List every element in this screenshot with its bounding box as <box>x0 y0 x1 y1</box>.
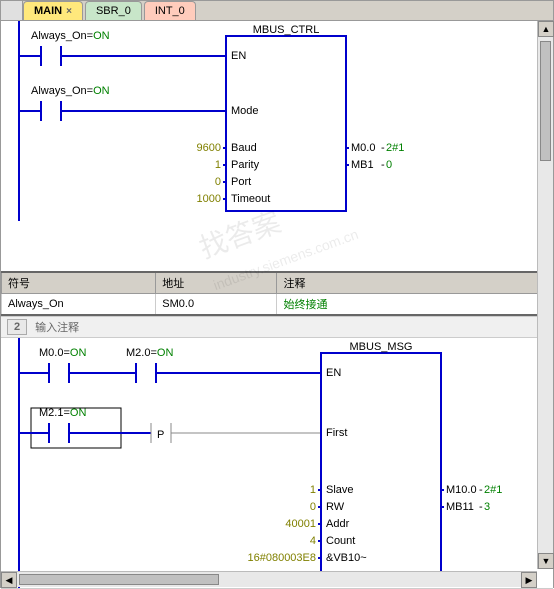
pin-port: Port <box>231 176 251 188</box>
val-timeout: 1000 <box>197 193 221 205</box>
spacer <box>1 221 553 271</box>
val2-vb: 16#080003E8 <box>247 552 316 564</box>
symbol-table: 符号 地址 注释 Always_On SM0.0 始终接通 <box>1 271 553 316</box>
addr-cell: SM0.0 <box>156 294 277 316</box>
svg-text:-: - <box>381 159 385 171</box>
scroll-down-icon[interactable]: ▼ <box>538 553 554 569</box>
comment-cell: 始终接通 <box>277 294 553 316</box>
val2-rw: 0 <box>310 501 316 513</box>
pin2-mb11: MB11 <box>446 501 474 513</box>
pin-baud: Baud <box>231 142 257 154</box>
scroll-up-icon[interactable]: ▲ <box>538 21 554 37</box>
contact-m21-label: M2.1=ON <box>39 407 86 419</box>
scroll-thumb-v[interactable] <box>540 41 551 161</box>
val2-mb11: 3 <box>484 501 490 513</box>
tab-sbr-label: SBR_0 <box>96 5 131 17</box>
svg-text:-: - <box>479 484 483 496</box>
close-icon[interactable]: × <box>66 6 72 17</box>
network-2-header: 2 输入注释 <box>1 317 553 338</box>
val-mb1: 0 <box>386 159 392 171</box>
tab-bar: MAIN × SBR_0 INT_0 <box>1 1 553 21</box>
pin2-slave: Slave <box>326 484 354 496</box>
ladder-svg-2: M0.0=ON M2.0=ON M2.1=ON P <box>1 338 537 588</box>
scroll-thumb-h[interactable] <box>19 574 219 585</box>
sym-header-comment: 注释 <box>277 272 553 294</box>
val-baud: 9600 <box>197 142 221 154</box>
network-num: 2 <box>7 319 27 335</box>
svg-text:-: - <box>479 501 483 513</box>
tab-sbr[interactable]: SBR_0 <box>85 1 142 20</box>
pin-mb1: MB1 <box>351 159 374 171</box>
tab-int[interactable]: INT_0 <box>144 1 196 20</box>
pin2-rw: RW <box>326 501 345 513</box>
network-1: Always_On=ON Always_On=ON MBUS_CTRL EN M… <box>1 21 553 317</box>
pin-timeout: Timeout <box>231 193 270 205</box>
val-port: 0 <box>215 176 221 188</box>
pin2-m100: M10.0 <box>446 484 477 496</box>
ladder-svg-1: Always_On=ON Always_On=ON MBUS_CTRL EN M… <box>1 21 537 221</box>
tab-main[interactable]: MAIN × <box>23 1 83 20</box>
tab-main-label: MAIN <box>34 5 62 17</box>
pin-mode: Mode <box>231 105 259 117</box>
rung-2: M0.0=ON M2.0=ON M2.1=ON P <box>1 338 553 588</box>
val2-addr: 40001 <box>285 518 316 530</box>
pin-parity: Parity <box>231 159 260 171</box>
val2-m100: 2#1 <box>484 484 502 496</box>
pin2-first: First <box>326 427 347 439</box>
tab-int-label: INT_0 <box>155 5 185 17</box>
pin2-vb: &VB10~ <box>326 552 367 564</box>
contact-2-label: Always_On=ON <box>31 85 110 97</box>
pin2-addr: Addr <box>326 518 350 530</box>
scroll-left-icon[interactable]: ◀ <box>1 572 17 588</box>
val2-slave: 1 <box>310 484 316 496</box>
contact-m00-label: M0.0=ON <box>39 347 86 359</box>
scroll-right-icon[interactable]: ▶ <box>521 572 537 588</box>
contact-m20-label: M2.0=ON <box>126 347 173 359</box>
svg-text:-: - <box>381 142 385 154</box>
network-2: 2 输入注释 M0.0=ON M2.0=ON <box>1 317 553 589</box>
val-m00: 2#1 <box>386 142 404 154</box>
ladder-area: Always_On=ON Always_On=ON MBUS_CTRL EN M… <box>1 21 553 589</box>
scrollbar-vertical[interactable]: ▲ ▼ <box>537 21 553 569</box>
tab-spacer <box>1 1 23 20</box>
pin2-count: Count <box>326 535 355 547</box>
pin2-en: EN <box>326 367 341 379</box>
block2-title: MBUS_MSG <box>350 341 413 353</box>
block-title: MBUS_CTRL <box>253 24 320 36</box>
pulse-label: P <box>157 429 164 441</box>
pin-m00: M0.0 <box>351 142 375 154</box>
scrollbar-horizontal[interactable]: ◀ ▶ <box>1 571 537 587</box>
rung-1: Always_On=ON Always_On=ON MBUS_CTRL EN M… <box>1 21 553 221</box>
val2-count: 4 <box>310 535 316 547</box>
contact-1-label: Always_On=ON <box>31 30 110 42</box>
network-comment: 输入注释 <box>35 319 79 335</box>
sym-cell: Always_On <box>2 294 156 316</box>
sym-header-sym: 符号 <box>2 272 156 294</box>
val-parity: 1 <box>215 159 221 171</box>
sym-header-addr: 地址 <box>156 272 277 294</box>
table-row[interactable]: Always_On SM0.0 始终接通 <box>2 294 553 316</box>
pin-en: EN <box>231 50 246 62</box>
